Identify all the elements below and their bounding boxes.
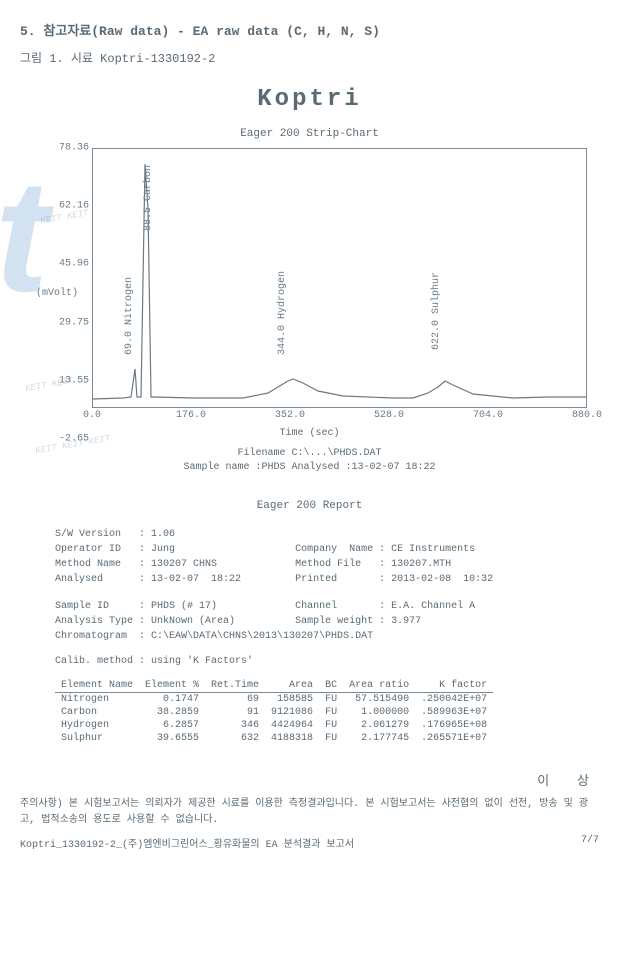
x-axis-title: Time (sec): [32, 428, 587, 439]
col-k-factor: K factor: [415, 679, 493, 693]
closing-text: 이 상: [20, 770, 599, 789]
y-tick: 13.55: [47, 375, 89, 386]
report-sample-block: Sample ID : PHDS (# 17) Channel : E.A. C…: [55, 599, 599, 644]
report-header-block: S/W Version : 1.06 Operator ID : Jung Co…: [55, 527, 599, 587]
element-table: Element Name Element % Ret.Time Area BC …: [55, 679, 493, 745]
chart-title: Eager 200 Strip-Chart: [20, 128, 599, 140]
peak-label-nitrogen: 69.0 Nitrogen: [124, 277, 135, 355]
table-row: Nitrogen0.174769158585FU57.515490.250042…: [55, 693, 493, 706]
chart-inner: 69.0 Nitrogen 88.5 Carbon 344.0 Hydrogen…: [92, 148, 587, 408]
section-title: 5. 참고자료(Raw data) - EA raw data (C, H, N…: [20, 20, 599, 39]
table-row: Carbon38.2859919121086FU1.000000.589963E…: [55, 706, 493, 719]
x-tick: 704.0: [473, 410, 503, 421]
strip-chart-trace: [93, 149, 586, 407]
report-title: Eager 200 Report: [20, 500, 599, 512]
y-tick: 29.75: [47, 317, 89, 328]
table-row: Hydrogen6.28573464424964FU2.061279.17696…: [55, 719, 493, 732]
y-tick: 78.36: [47, 143, 89, 154]
col-bc: BC: [319, 679, 343, 693]
doc-id: Koptri_1330192-2_(주)엠엔비그린어스_황유화물의 EA 분석결…: [20, 835, 354, 851]
chart-area: 78.36 62.16 45.96 29.75 13.55 -2.65 (mVo…: [32, 148, 587, 439]
logo-text: Koptri: [20, 86, 599, 113]
col-element-pct: Element %: [139, 679, 205, 693]
y-unit: (mVolt): [32, 288, 82, 299]
x-tick: 880.0: [572, 410, 602, 421]
filename-line: Filename C:\...\PHDS.DAT: [20, 447, 599, 461]
x-tick: 352.0: [275, 410, 305, 421]
figure-caption: 그림 1. 시료 Koptri-1330192-2: [20, 49, 599, 66]
col-ret-time: Ret.Time: [205, 679, 265, 693]
peak-label-sulphur: 622.0 Sulphur: [431, 272, 442, 350]
page-root: t KEIT KEIT KEIT KEIT KEIT KEIT KEIT KEI…: [20, 20, 599, 851]
disclaimer: 주의사항) 본 시험보고서는 의뢰자가 제공한 시료를 이용한 측정결과입니다.…: [20, 797, 599, 829]
chart-meta: Filename C:\...\PHDS.DAT Sample name :PH…: [20, 447, 599, 475]
table-body: Nitrogen0.174769158585FU57.515490.250042…: [55, 693, 493, 746]
table-row: Sulphur39.65556324188318FU2.177745.26557…: [55, 732, 493, 745]
footer-row: Koptri_1330192-2_(주)엠엔비그린어스_황유화물의 EA 분석결…: [20, 835, 599, 851]
x-tick: 0.0: [83, 410, 101, 421]
col-area-ratio: Area ratio: [343, 679, 415, 693]
page-number: 7/7: [581, 835, 599, 851]
x-tick: 176.0: [176, 410, 206, 421]
sample-line: Sample name :PHDS Analysed :13-02-07 18:…: [20, 461, 599, 475]
y-tick: 62.16: [47, 201, 89, 212]
x-tick: 528.0: [374, 410, 404, 421]
calib-line: Calib. method : using 'K Factors': [55, 656, 599, 667]
peak-label-carbon: 88.5 Carbon: [143, 165, 154, 231]
y-tick: -2.65: [47, 434, 89, 445]
y-tick: 45.96: [47, 259, 89, 270]
col-element-name: Element Name: [55, 679, 139, 693]
col-area: Area: [265, 679, 319, 693]
peak-label-hydrogen: 344.0 Hydrogen: [277, 271, 288, 355]
